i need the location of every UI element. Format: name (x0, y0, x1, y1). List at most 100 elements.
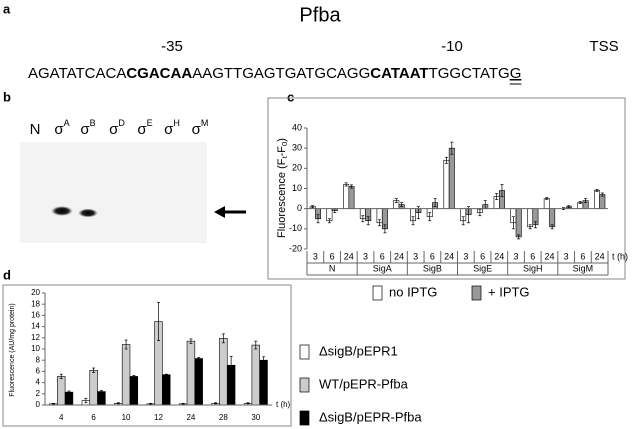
error-bar (84, 397, 88, 404)
x-tick-label: 3 (514, 251, 519, 261)
lane-superscript: D (118, 118, 125, 128)
bar (57, 376, 66, 406)
y-tick-label: 12 (31, 333, 40, 342)
bar (599, 194, 606, 209)
bar (251, 344, 260, 406)
sequence-part: CATAAT (370, 65, 428, 82)
x-tick-label: 6 (480, 251, 485, 261)
error-bar (461, 216, 465, 226)
legend-swatch (299, 344, 310, 360)
bar (343, 184, 350, 209)
error-bar (550, 224, 554, 230)
error-bar (517, 234, 521, 240)
y-tick-label: 40 (292, 122, 302, 132)
error-bar (197, 357, 201, 360)
sequence-part: AGATATCACA (28, 65, 126, 82)
error-bar (229, 355, 233, 375)
bar (443, 159, 450, 209)
x-tick-label: 24 (186, 413, 195, 422)
error-bar (262, 356, 266, 364)
error-bar (67, 390, 71, 394)
y-axis-label: Fluorescence (AU/mg protein) (9, 303, 16, 396)
bar (348, 186, 355, 209)
chart-frame (267, 97, 626, 280)
y-label-part: -F (276, 146, 288, 157)
x-tick-label: 3 (413, 251, 418, 261)
error-bar (383, 224, 387, 234)
error-bar (478, 209, 482, 217)
panel-letter: a (3, 1, 11, 16)
group-label: SigA (373, 263, 392, 273)
error-bar (92, 367, 96, 373)
lane-symbol: σ (192, 121, 202, 138)
y-tick-label: 2 (36, 389, 41, 398)
error-bar (254, 340, 258, 350)
error-bar (214, 402, 218, 405)
error-bar (99, 390, 103, 394)
x-tick-label: 24 (595, 251, 605, 261)
sequence-part: AAGTTGAGTGATGCAGG (192, 65, 370, 82)
legend-swatch (299, 377, 310, 393)
bar (162, 374, 171, 406)
error-bar (164, 373, 168, 376)
marker-label: TSS (589, 38, 618, 55)
error-bar (157, 302, 160, 341)
x-tick-label: 24 (344, 251, 354, 261)
error-bar (600, 192, 604, 197)
y-label-part: t (280, 156, 289, 159)
y-tick-label: 10 (292, 183, 302, 193)
y-tick-label: 0 (297, 203, 302, 213)
group-label: SigH (523, 263, 543, 273)
marker-label: -35 (161, 38, 183, 55)
sequence-part: CGACAA (126, 65, 192, 82)
bar (186, 340, 196, 406)
y-tick-label: 8 (36, 355, 41, 364)
x-tick-label: 12 (154, 413, 163, 422)
x-axis-label: t (h) (612, 251, 628, 261)
bar (97, 391, 106, 406)
x-tick-label: 24 (444, 251, 454, 261)
bar (129, 376, 139, 406)
y-tick-label: 6 (36, 367, 41, 376)
lane-symbol: σ (80, 121, 90, 138)
error-bar (116, 402, 120, 405)
gel (20, 142, 207, 243)
error-bar (394, 198, 398, 203)
group-label: SigB (423, 263, 442, 273)
error-bar (366, 216, 370, 226)
error-bar (467, 206, 471, 224)
error-bar (51, 402, 55, 405)
x-tick-label: 28 (219, 413, 228, 422)
lane-symbol: N (30, 121, 41, 138)
error-bar (361, 215, 365, 223)
error-bar (59, 373, 63, 380)
bar (448, 147, 455, 209)
lane-symbol: σ (54, 121, 64, 138)
arrow (214, 206, 246, 218)
x-tick-label: 30 (251, 413, 260, 422)
error-bar (189, 338, 193, 344)
error-bar (400, 202, 404, 207)
legend-label: ΔsigB/pEPR-Pfba (319, 409, 422, 424)
error-bar (578, 201, 582, 204)
error-bar (311, 205, 315, 209)
legend-swatch (299, 410, 310, 426)
y-axis-label: Fluorescence (Ft-F0) (276, 138, 289, 238)
x-tick-label: 3 (363, 251, 368, 261)
x-tick-label: 6 (91, 413, 96, 422)
bar (259, 359, 268, 406)
lane-symbol: σ (164, 121, 174, 138)
bar (89, 369, 98, 406)
error-bar (181, 402, 185, 405)
error-bar (595, 189, 599, 192)
error-bar (132, 374, 136, 378)
error-bar (500, 184, 504, 197)
lane-superscript: A (64, 118, 70, 128)
lane-label: σE (137, 118, 152, 138)
y-tick-label: 14 (31, 322, 40, 331)
y-tick-label: 20 (292, 163, 302, 173)
gel-band (51, 206, 73, 216)
y-tick-label: 10 (31, 344, 40, 353)
group-label: SigE (473, 263, 492, 273)
